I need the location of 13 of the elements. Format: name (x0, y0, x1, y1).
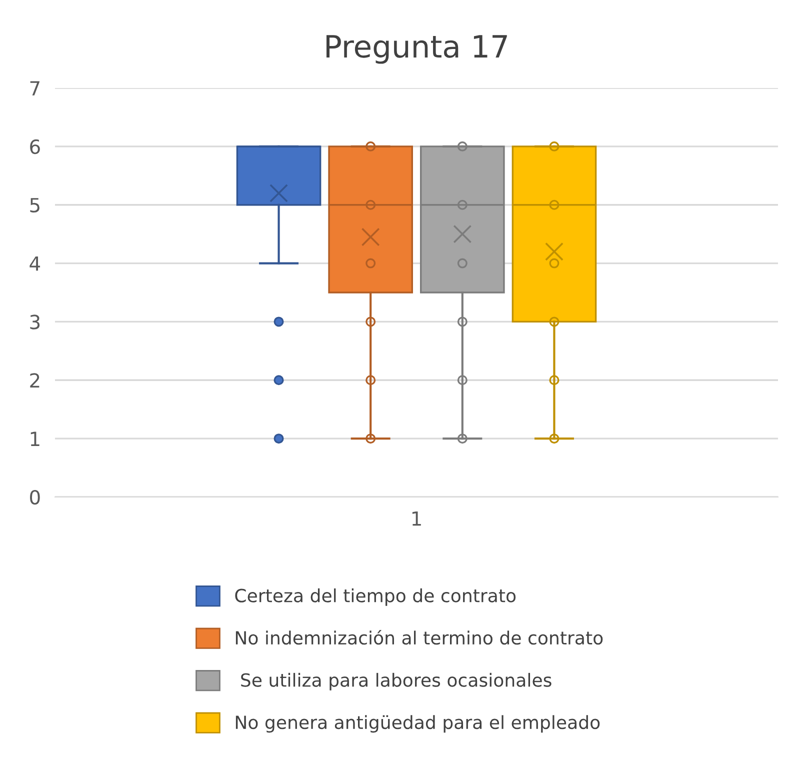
legend-label: No indemnización al termino de contrato (236, 630, 603, 645)
y-tick-label: 3 (30, 314, 40, 330)
legend-label: Certeza del tiempo de contrato (235, 588, 516, 606)
y-tick-label: 5 (30, 198, 40, 213)
y-tick-label: 4 (30, 256, 40, 271)
legend-label: Se utiliza para labores ocasionales (241, 672, 552, 690)
y-tick-label: 6 (30, 139, 40, 154)
y-tick-label: 1 (30, 432, 40, 446)
y-tick-label: 7 (30, 81, 40, 96)
chart-title: Pregunta 17 (326, 35, 507, 64)
y-tick-label: 2 (30, 373, 40, 388)
y-tick-label: 0 (30, 490, 40, 505)
legend-label: No genera antigüedad para el empleado (236, 715, 600, 733)
